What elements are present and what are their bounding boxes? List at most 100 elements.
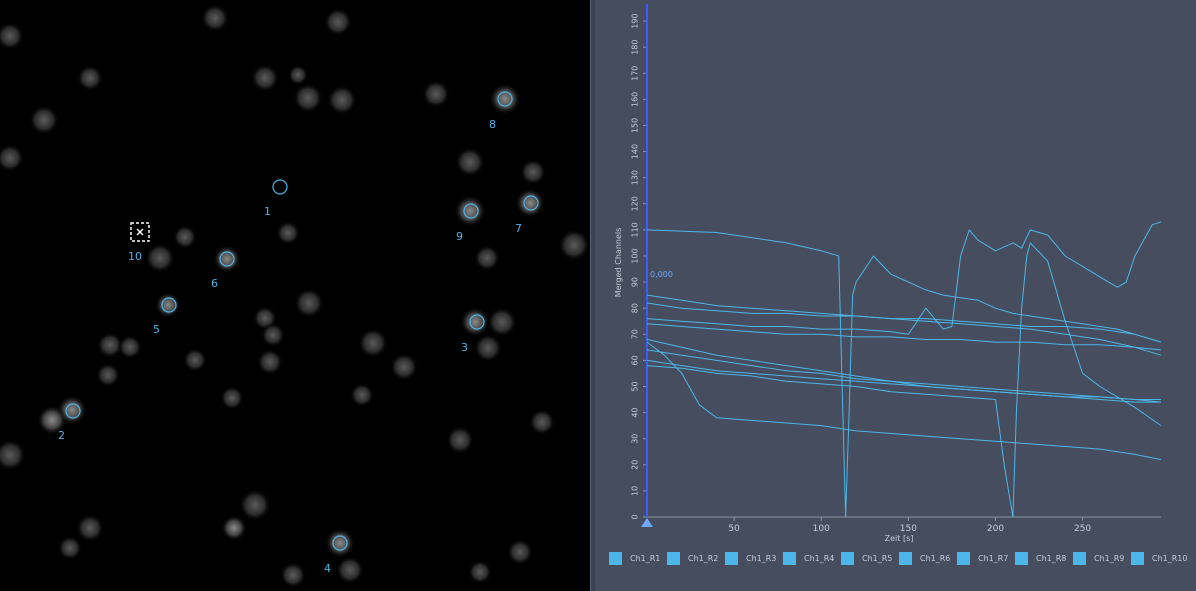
series-line-Ch1_R6 <box>646 349 1161 403</box>
legend-swatch[interactable] <box>899 552 912 565</box>
y-tick-label: 20 <box>631 460 640 470</box>
roi-label: 2 <box>58 429 65 442</box>
y-tick-label: 70 <box>631 329 640 339</box>
roi-marker[interactable] <box>332 535 348 551</box>
roi-10[interactable]: 10 <box>128 222 150 263</box>
roi-label: 1 <box>264 205 271 218</box>
legend-swatch[interactable] <box>1073 552 1086 565</box>
y-tick-label: 80 <box>631 303 640 313</box>
roi-marker[interactable] <box>523 195 539 211</box>
legend-label: Ch1_R6 <box>920 554 951 563</box>
y-tick-label: 150 <box>631 118 640 133</box>
series-line-Ch1_R5 <box>646 339 1161 400</box>
legend-swatch[interactable] <box>725 552 738 565</box>
legend-item-Ch1_R2[interactable]: Ch1_R2 <box>667 550 725 567</box>
series-line-Ch1_R7 <box>646 302 1162 343</box>
legend-item-Ch1_R1[interactable]: Ch1_R1 <box>609 550 667 567</box>
roi-label: 7 <box>515 222 522 235</box>
roi-8[interactable]: 8 <box>489 91 513 131</box>
roi-9[interactable]: 9 <box>456 203 479 243</box>
legend-swatch[interactable] <box>841 552 854 565</box>
series-line-Ch1_R3 <box>646 359 1162 403</box>
series-line-Ch1_R2 <box>646 341 1162 461</box>
series-line-Ch1_R4 <box>646 242 1162 518</box>
y-tick-label: 140 <box>631 144 640 159</box>
roi-2[interactable]: 2 <box>58 403 81 442</box>
roi-marker[interactable] <box>161 297 177 313</box>
legend-label: Ch1_R5 <box>862 554 893 563</box>
x-tick-label: 100 <box>813 524 830 534</box>
legend-label: Ch1_R2 <box>688 554 719 563</box>
roi-marker[interactable] <box>497 91 513 107</box>
roi-7[interactable]: 7 <box>515 195 539 235</box>
y-tick-label: 0 <box>631 514 640 519</box>
series-line-Ch1_R8 <box>646 221 1162 335</box>
y-axis-label: Merged Channels <box>614 228 623 298</box>
y-tick-label: 90 <box>631 277 640 287</box>
legend-item-Ch1_R9[interactable]: Ch1_R9 <box>1073 550 1131 567</box>
roi-label: 5 <box>153 323 160 336</box>
roi-marker[interactable] <box>219 251 235 267</box>
y-tick-label: 50 <box>631 381 640 391</box>
legend-swatch[interactable] <box>1015 552 1028 565</box>
roi-label: 3 <box>461 341 468 354</box>
roi-1[interactable]: 1 <box>264 179 288 218</box>
time-cursor-handle[interactable] <box>641 518 653 527</box>
legend-item-Ch1_R8[interactable]: Ch1_R8 <box>1015 550 1073 567</box>
y-tick-label: 30 <box>631 434 640 444</box>
roi-label: 10 <box>128 250 142 263</box>
legend-item-Ch1_R3[interactable]: Ch1_R3 <box>725 550 783 567</box>
x-tick-label: 200 <box>987 524 1004 534</box>
legend-item-Ch1_R7[interactable]: Ch1_R7 <box>957 550 1015 567</box>
y-tick-label: 190 <box>631 13 640 28</box>
y-tick-label: 40 <box>631 407 640 417</box>
legend-item-Ch1_R10[interactable]: Ch1_R10 <box>1131 550 1189 567</box>
roi-4[interactable]: 4 <box>324 535 348 575</box>
legend-label: Ch1_R7 <box>978 554 1009 563</box>
roi-3[interactable]: 3 <box>461 314 485 354</box>
legend-swatch[interactable] <box>783 552 796 565</box>
roi-marker[interactable] <box>272 179 288 195</box>
legend-label: Ch1_R8 <box>1036 554 1067 563</box>
roi-label: 4 <box>324 562 331 575</box>
intensity-chart[interactable]: 0 10 20 30 40 50 60 70 80 90 100 110 120 130 140 150 160… <box>595 0 1196 545</box>
legend-label: Ch1_R1 <box>630 554 661 563</box>
intensity-chart-panel: 0 10 20 30 40 50 60 70 80 90 100 110 120 130 140 150 160… <box>595 0 1196 591</box>
legend-swatch[interactable] <box>1131 552 1144 565</box>
y-tick-label: 120 <box>631 196 640 211</box>
roi-label: 9 <box>456 230 463 243</box>
panel-splitter[interactable] <box>590 0 595 591</box>
y-tick-label: 110 <box>631 222 640 237</box>
roi-label: 6 <box>211 277 218 290</box>
series-line-Ch1_R9 <box>646 294 1162 356</box>
roi-6[interactable]: 6 <box>211 251 235 290</box>
roi-5[interactable]: 5 <box>153 297 177 336</box>
series-line-Ch1_R1 <box>646 229 1162 518</box>
series-line-Ch1_R10 <box>646 323 1162 351</box>
legend-item-Ch1_R5[interactable]: Ch1_R5 <box>841 550 899 567</box>
x-tick-label: 150 <box>900 524 917 534</box>
roi-selected-marker[interactable] <box>130 222 150 242</box>
image-viewer[interactable]: 1 2 3 4 5 6 7 8 9 10 <box>0 0 590 591</box>
legend-item-Ch1_R4[interactable]: Ch1_R4 <box>783 550 841 567</box>
legend-swatch[interactable] <box>609 552 622 565</box>
legend-item-Ch1_R6[interactable]: Ch1_R6 <box>899 550 957 567</box>
roi-marker[interactable] <box>65 403 81 419</box>
legend-swatch[interactable] <box>957 552 970 565</box>
legend-label: Ch1_R9 <box>1094 554 1125 563</box>
roi-marker[interactable] <box>469 314 485 330</box>
roi-label: 8 <box>489 118 496 131</box>
x-tick-label: 250 <box>1074 524 1091 534</box>
roi-marker[interactable] <box>463 203 479 219</box>
cursor-value-readout: 0,000 <box>650 270 673 279</box>
y-tick-label: 180 <box>631 40 640 55</box>
close-x-icon[interactable] <box>136 228 144 236</box>
legend-label: Ch1_R4 <box>804 554 835 563</box>
y-tick-label: 100 <box>631 248 640 263</box>
legend-label: Ch1_R3 <box>746 554 777 563</box>
chart-legend: Ch1_R1 Ch1_R2 Ch1_R3 Ch1_R4 Ch1_R5 Ch1_R6 Ch1_… <box>609 550 1189 567</box>
y-tick-label: 170 <box>631 66 640 81</box>
legend-label: Ch1_R10 <box>1152 554 1188 563</box>
microscopy-image[interactable]: 1 2 3 4 5 6 7 8 9 10 <box>0 0 590 591</box>
legend-swatch[interactable] <box>667 552 680 565</box>
